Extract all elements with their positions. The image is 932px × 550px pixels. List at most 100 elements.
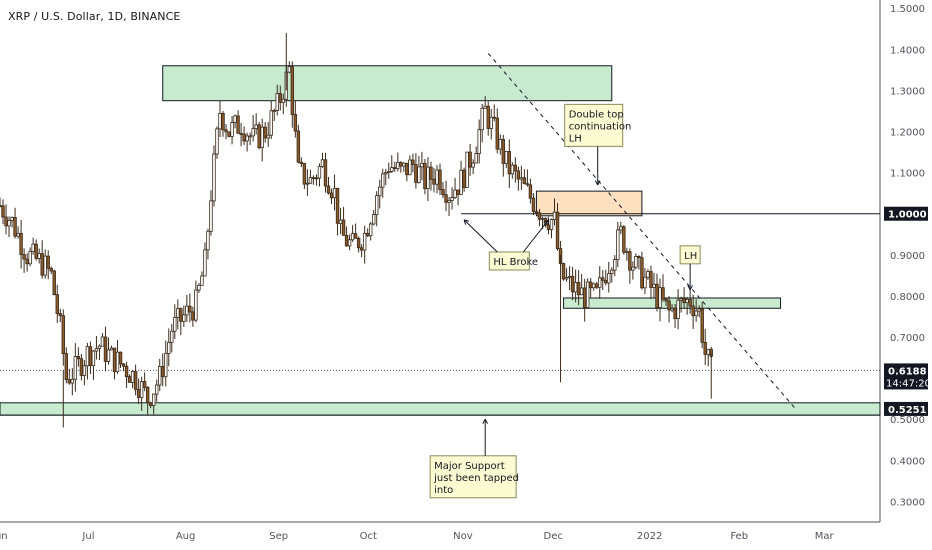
candle-body [70, 378, 75, 384]
candle-body [453, 189, 457, 198]
annotation-text: HL Broke [493, 257, 538, 268]
candle-body [13, 217, 17, 237]
candle-body [474, 153, 478, 164]
candle-body [121, 363, 126, 367]
candle-body [233, 115, 237, 123]
candle-body [371, 214, 376, 225]
candle-body [486, 105, 490, 129]
candle-body [522, 177, 527, 185]
candle-body [640, 257, 644, 289]
candle-body [411, 159, 415, 165]
candle-body [483, 105, 487, 109]
candle-body [622, 226, 626, 253]
candle-body [7, 220, 11, 227]
candle-body [103, 336, 108, 362]
candle-body [61, 315, 65, 355]
candle-body [263, 126, 267, 139]
price-label-bg [884, 206, 928, 221]
candle-body [495, 117, 499, 150]
candle-body [91, 350, 96, 367]
candle-body [191, 311, 195, 321]
candle-body [329, 192, 334, 199]
candle-body [275, 93, 279, 111]
candle-body [643, 276, 647, 289]
candle-body [423, 162, 427, 190]
candle-body [368, 223, 373, 237]
y-tick-label: 1.4000 [890, 45, 925, 56]
candle-body [40, 253, 44, 276]
candle-body [338, 219, 343, 224]
candle-body [634, 256, 638, 268]
candle-body [269, 110, 273, 136]
candle-body [585, 281, 590, 308]
candle-body [347, 239, 352, 247]
candle-body [426, 166, 430, 190]
candle-body [564, 277, 569, 280]
y-tick-label: 1.5000 [890, 4, 925, 15]
candle-body [637, 256, 641, 259]
candle-body [76, 356, 81, 360]
candle-body [444, 194, 448, 203]
candle-body [405, 162, 409, 176]
candle-body [308, 177, 313, 184]
candle-body [326, 185, 331, 194]
candle-body [118, 351, 123, 365]
candle-body [432, 178, 436, 185]
candle-body [158, 366, 162, 386]
annotation-text: into [434, 485, 453, 496]
annotation-arrowhead [482, 419, 489, 424]
price-label-text: 0.5251 [888, 405, 927, 416]
candle-body [646, 271, 650, 278]
price-label-bg [884, 401, 928, 416]
candle-body [697, 308, 701, 312]
candle-body [203, 249, 207, 277]
candle-body [582, 287, 587, 308]
candle-body [151, 393, 156, 406]
candle-body [266, 134, 270, 139]
x-tick-label: Nov [453, 531, 473, 542]
candle-body [387, 171, 391, 174]
candle-body [429, 166, 433, 180]
candle-body [537, 212, 542, 220]
candle-body [167, 341, 171, 354]
candle-body [197, 284, 201, 291]
candle-body [507, 151, 512, 175]
candle-body [468, 151, 472, 168]
candle-body [362, 232, 367, 251]
candle-body [31, 243, 35, 252]
candle-body [194, 289, 198, 321]
candle-body [148, 402, 153, 406]
candle-body [567, 275, 572, 279]
candle-body [595, 283, 599, 288]
y-tick-label: 0.3000 [890, 497, 925, 508]
candle-body [619, 226, 623, 231]
candle-body [145, 386, 150, 404]
candle-body [173, 317, 177, 332]
candle-body [456, 189, 460, 195]
candle-body [161, 366, 165, 378]
candle-body [139, 381, 144, 398]
annotation-text: LH [569, 133, 582, 144]
annotation-text: LH [684, 251, 697, 262]
candle-body [540, 217, 545, 220]
candle-body [375, 195, 379, 216]
candle-body [652, 283, 656, 288]
annotation-text: continuation [569, 121, 632, 132]
candle-body [248, 135, 252, 138]
candle-body [37, 253, 41, 259]
candle-body [703, 341, 707, 355]
candle-body [670, 307, 674, 311]
candle-body [133, 371, 138, 390]
candle-body [164, 353, 168, 378]
price-label-bg [884, 363, 928, 390]
annotation-text: just been tapped [433, 473, 519, 484]
annotation-box [564, 103, 624, 147]
candle-body [227, 131, 231, 137]
candle-body [1, 205, 5, 218]
candle-body [341, 219, 346, 236]
candle-body [676, 299, 680, 320]
candle-body [79, 358, 84, 376]
candle-body [396, 162, 400, 170]
candle-body [610, 269, 614, 274]
